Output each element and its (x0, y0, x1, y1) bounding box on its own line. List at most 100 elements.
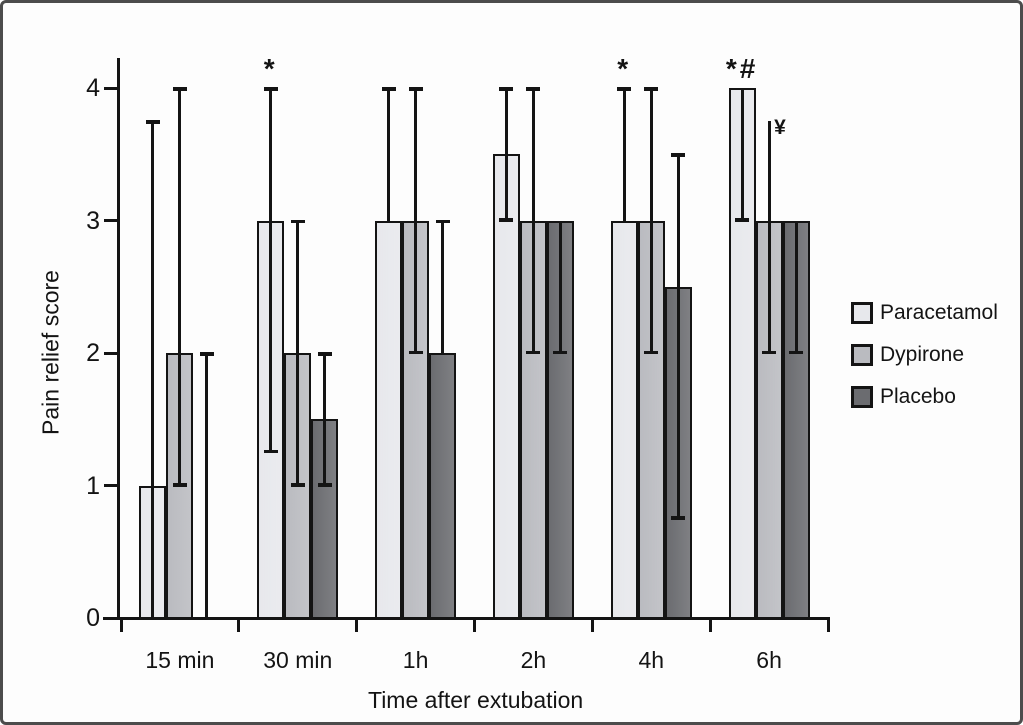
error-cap-top-placebo-15-min (199, 352, 214, 356)
y-tick-label-4: 4 (86, 74, 100, 102)
bar-placebo-6h (782, 220, 810, 619)
x-tick-label-15-min: 15 min (145, 647, 215, 673)
legend: Paracetamol Dypirone Placebo (851, 300, 998, 426)
x-tick-label-30-min: 30 min (263, 647, 333, 673)
x-tick-5 (708, 618, 712, 632)
error-cap-bottom-dypirone-6h (762, 350, 777, 354)
error-bar-paracetamol-15-min (151, 121, 155, 618)
error-cap-bottom-dypirone-4h (644, 350, 659, 354)
x-tick-6 (826, 618, 830, 632)
legend-item-placebo: Placebo (851, 384, 998, 409)
bar-paracetamol-6h (728, 88, 756, 619)
x-tick-label-1h: 1h (402, 647, 429, 673)
error-bar-dypirone-15-min (178, 88, 182, 486)
error-bar-paracetamol-1h (387, 88, 391, 221)
error-cap-bottom-dypirone-1h (408, 350, 423, 354)
error-cap-top-paracetamol-30-min (263, 87, 278, 91)
error-cap-top-dypirone-4h (644, 87, 659, 91)
x-axis-line (103, 616, 830, 620)
x-tick-2 (355, 618, 359, 632)
y-tick-2 (104, 351, 118, 355)
error-bar-paracetamol-30-min (269, 88, 273, 453)
x-tick-3 (473, 618, 476, 632)
error-cap-bottom-placebo-6h (789, 350, 804, 354)
legend-label-paracetamol: Paracetamol (880, 301, 998, 324)
y-tick-label-0: 0 (86, 604, 100, 632)
legend-marker-dypirone (851, 343, 873, 366)
bar-dypirone-6h (755, 220, 783, 619)
error-bar-placebo-30-min (323, 353, 327, 486)
y-tick-1 (104, 484, 118, 487)
error-bar-placebo-6h (794, 220, 798, 353)
error-cap-bottom-dypirone-30-min (290, 483, 305, 487)
x-tick-label-6h: 6h (756, 647, 782, 673)
error-cap-bottom-placebo-4h (671, 516, 686, 520)
annotation-star-4h: * (617, 53, 632, 84)
y-tick-0 (104, 616, 118, 620)
legend-label-dypirone: Dypirone (880, 343, 965, 366)
bar-dypirone-4h (637, 220, 665, 619)
bar-paracetamol-4h (610, 220, 638, 619)
error-bar-paracetamol-4h (622, 88, 626, 221)
x-tick-4 (590, 618, 594, 632)
error-cap-top-dypirone-30-min (290, 219, 305, 223)
bar-paracetamol-2h (492, 154, 520, 619)
error-bar-placebo-4h (676, 154, 680, 519)
error-cap-top-placebo-30-min (317, 352, 332, 356)
x-tick-0 (119, 618, 123, 632)
error-cap-bottom-paracetamol-2h (499, 218, 514, 222)
x-axis-title: Time after extubation (368, 687, 584, 713)
error-bar-dypirone-6h (767, 121, 771, 353)
error-bar-dypirone-4h (649, 88, 653, 353)
error-bar-dypirone-1h (414, 88, 418, 353)
error-cap-top-placebo-1h (435, 219, 450, 223)
y-tick-4 (104, 86, 118, 90)
y-axis-title: Pain relief score (37, 270, 64, 435)
error-cap-bottom-paracetamol-6h (735, 218, 750, 222)
annotation-star-30-min: * (263, 53, 278, 84)
error-cap-top-dypirone-1h (408, 87, 423, 91)
legend-item-dypirone: Dypirone (851, 342, 998, 367)
annotation--: ¥ (774, 116, 786, 140)
error-cap-top-paracetamol-15-min (145, 120, 160, 124)
error-cap-top-dypirone-2h (526, 87, 541, 91)
bar-placebo-30-min (311, 419, 339, 619)
error-cap-top-paracetamol-1h (381, 87, 396, 91)
y-tick-label-3: 3 (86, 206, 100, 235)
error-bar-paracetamol-6h (740, 88, 744, 221)
error-cap-top-dypirone-15-min (172, 87, 187, 91)
error-bar-dypirone-2h (531, 88, 535, 353)
error-cap-bottom-placebo-2h (553, 350, 568, 354)
error-bar-dypirone-30-min (296, 220, 300, 486)
error-bar-paracetamol-2h (504, 88, 508, 221)
error-cap-top-paracetamol-4h (617, 87, 632, 91)
error-cap-bottom-placebo-30-min (317, 483, 332, 487)
x-tick-label-2h: 2h (520, 647, 547, 673)
error-cap-bottom-dypirone-2h (526, 350, 541, 354)
legend-marker-paracetamol (851, 301, 873, 324)
error-cap-top-placebo-4h (671, 153, 686, 157)
annotation-star-hash-6h: *# (725, 53, 759, 84)
bar-placebo-2h (546, 220, 574, 619)
bar-chart-plot-area: 0 1 2 3 4 15 min 30 min 1h 2h 4h 6h * * *# ¥ (3, 3, 1020, 722)
y-tick-label-1: 1 (86, 471, 100, 500)
error-bar-placebo-15-min (205, 353, 209, 618)
y-tick-3 (104, 219, 118, 222)
bar-dypirone-1h (402, 220, 430, 619)
error-bar-placebo-2h (558, 220, 562, 353)
error-cap-bottom-dypirone-15-min (172, 483, 187, 487)
y-axis-line (116, 58, 120, 620)
legend-item-paracetamol: Paracetamol (851, 300, 998, 325)
error-cap-top-paracetamol-2h (499, 87, 514, 91)
y-tick-label-2: 2 (86, 339, 100, 367)
bar-placebo-1h (429, 353, 457, 619)
legend-marker-placebo (851, 385, 873, 408)
error-bar-placebo-1h (441, 220, 445, 353)
legend-label-placebo: Placebo (880, 385, 956, 408)
x-tick-label-4h: 4h (638, 647, 665, 673)
bar-dypirone-2h (519, 220, 547, 619)
bar-paracetamol-1h (375, 220, 403, 619)
x-tick-1 (237, 618, 241, 632)
error-cap-bottom-paracetamol-30-min (263, 449, 278, 454)
